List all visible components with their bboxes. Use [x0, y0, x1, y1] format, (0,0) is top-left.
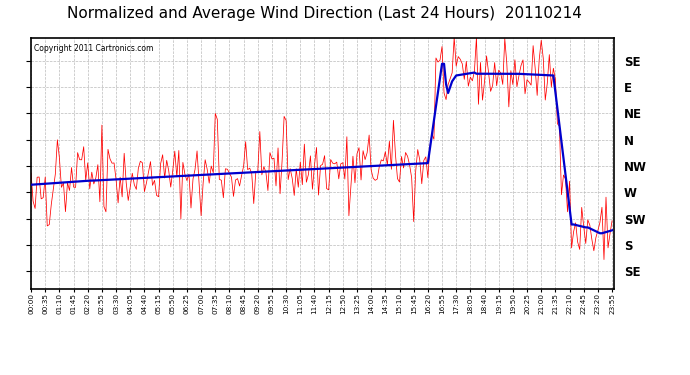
Text: Copyright 2011 Cartronics.com: Copyright 2011 Cartronics.com	[34, 44, 153, 53]
Text: Normalized and Average Wind Direction (Last 24 Hours)  20110214: Normalized and Average Wind Direction (L…	[67, 6, 582, 21]
